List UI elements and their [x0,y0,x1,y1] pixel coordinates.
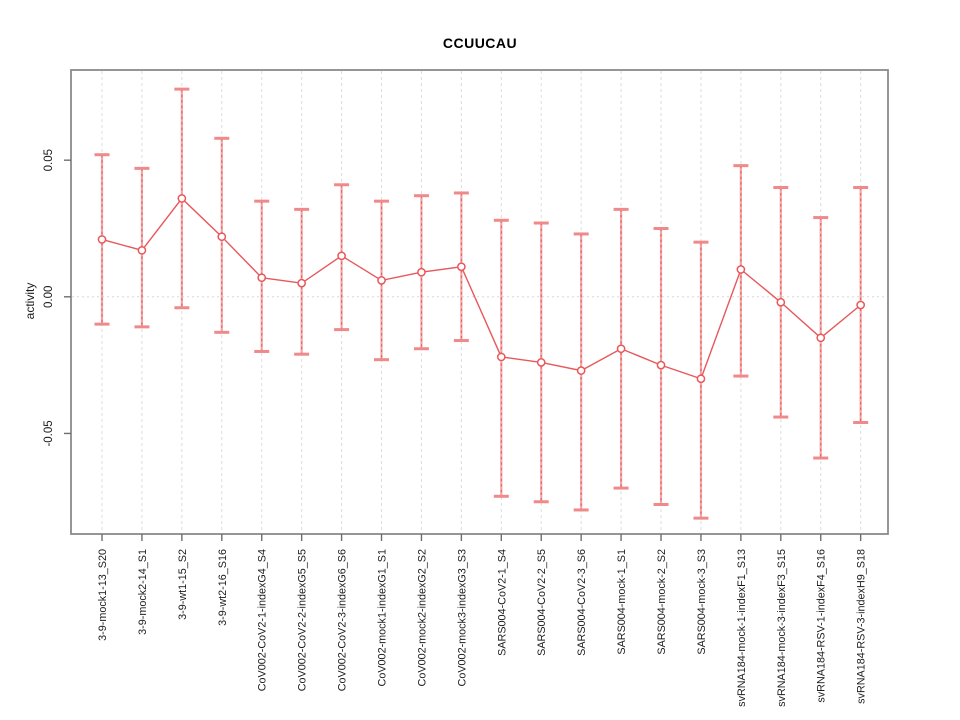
data-point [257,273,267,283]
x-tick-label: svRNA184-RSV-3-indexH9_S18 [856,549,868,704]
data-point [856,300,866,310]
data-point [736,265,746,274]
x-tick-label: CoV002-mock1-indexG1_S1 [377,549,389,686]
data-point [97,235,107,244]
x-tick-label: CoV002-CoV2-3-indexG6_S6 [337,549,349,691]
data-point [696,374,706,384]
x-tick-label: svRNA184-mock-1-indexF1_S13 [736,549,748,707]
x-tick-label: CoV002-mock2-indexG2_S2 [416,549,428,686]
x-tick-label: svRNA184-mock-3-indexF3_S15 [776,549,788,707]
data-point [496,352,506,362]
data-point [616,344,626,354]
data-point [417,267,426,277]
y-tick-label: 0.00 [43,286,55,308]
data-point [776,297,786,307]
x-tick-label: CoV002-mock3-indexG3_S3 [456,549,468,686]
data-point [337,251,346,261]
x-tick-label: SARS004-mock-2_S2 [656,549,668,655]
data-point [137,246,147,255]
x-tick-label: CoV002-CoV2-2-indexG5_S5 [297,549,309,691]
data-point [816,333,826,343]
x-tick-label: 3-9-mock2-14_S1 [137,549,149,635]
data-point [656,360,666,370]
x-tick-label: 3-9-wt2-16_S16 [217,549,229,626]
y-tick-label: -0.05 [43,420,55,446]
data-point [217,232,227,242]
y-tick-label: 0.05 [43,149,55,171]
data-point [576,366,586,375]
data-point [457,262,466,272]
x-tick-label: 3-9-wt1-15_S2 [177,549,189,620]
data-point [177,194,187,203]
x-tick-label: SARS004-CoV2-1_S4 [496,549,508,656]
data-point [536,358,546,367]
series-line [101,197,862,380]
x-tick-label: SARS004-CoV2-2_S5 [536,549,548,656]
x-tick-label: svRNA184-RSV-1-indexF4_S16 [816,549,828,703]
x-tick-label: CoV002-CoV2-1-indexG4_S4 [257,549,269,691]
plot-border [70,69,889,535]
x-tick-label: SARS004-CoV2-3_S6 [576,549,588,656]
x-tick-label: 3-9-mock1-13_S20 [97,549,109,641]
x-tick-label: SARS004-mock-1_S1 [616,549,628,655]
data-point [377,276,386,285]
data-point [297,278,306,288]
x-tick-label: SARS004-mock-3_S3 [696,549,708,655]
chart-title: CCUUCAU [442,35,518,51]
